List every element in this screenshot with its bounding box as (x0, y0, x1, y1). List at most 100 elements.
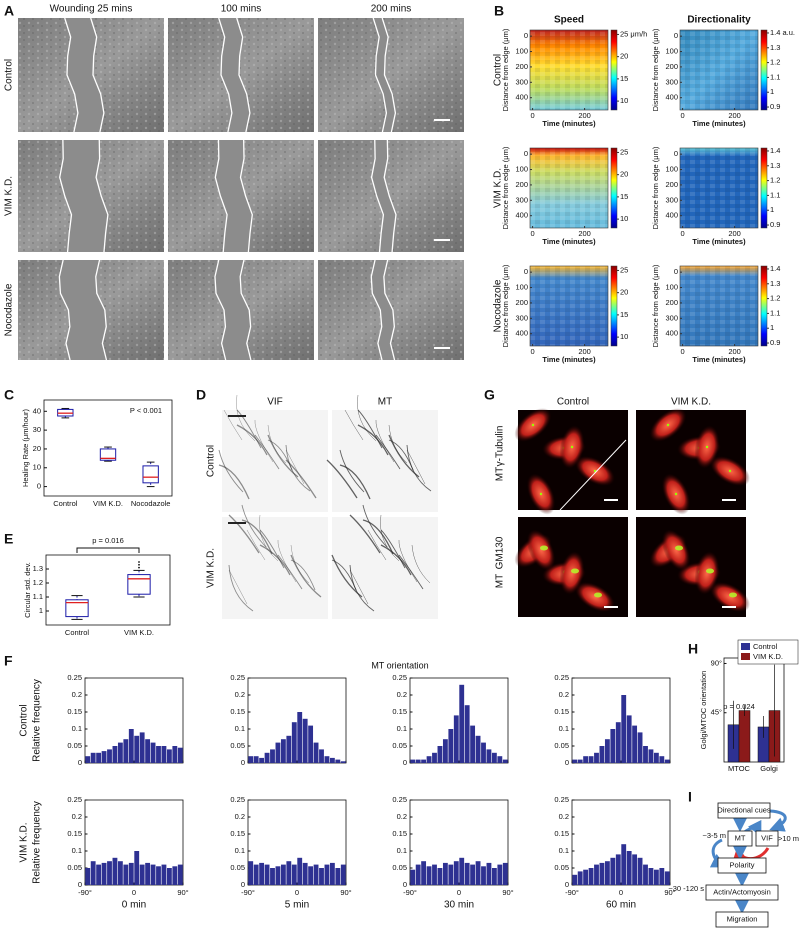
x-tick-label: Golgi (760, 764, 778, 773)
node-box (755, 830, 779, 847)
axis-label: Distance from edge (μm) (501, 264, 510, 347)
filament (339, 449, 365, 493)
time-annotation: ~30 -120 s (668, 884, 704, 893)
bar (319, 749, 324, 763)
bar (145, 862, 151, 885)
x-tick-label: VIM K.D. (124, 628, 154, 637)
y-tick-label: 0.05 (230, 863, 245, 872)
colorbar-label: 1 (770, 205, 774, 214)
bar (664, 871, 670, 885)
bar (599, 746, 605, 763)
bar (643, 746, 648, 763)
y-tick-label: 300 (515, 195, 528, 204)
axis-label: Relative frequency (32, 801, 43, 884)
filament (331, 559, 357, 591)
x-tick-label: -90° (565, 888, 579, 897)
bar (139, 864, 145, 885)
bar (464, 862, 470, 885)
bar (291, 722, 297, 763)
y-tick-label: 300 (665, 77, 678, 86)
filament (241, 519, 273, 555)
y-tick-label: 0 (524, 267, 528, 276)
node-label: Migration (727, 914, 758, 923)
y-tick-label: 45° (711, 708, 722, 717)
plot-frame (247, 677, 347, 764)
x-tick-label: 200 (578, 111, 591, 120)
wound-gap (215, 140, 253, 252)
wound-edge (381, 17, 397, 133)
x-tick-label: Control (53, 499, 78, 508)
time-label: 60 min (606, 900, 636, 911)
bar (139, 732, 145, 763)
wound-edge (95, 139, 109, 253)
filament (380, 544, 412, 576)
node-box (727, 830, 753, 847)
bar (308, 866, 314, 885)
box (127, 574, 151, 595)
colorbar-label: 0.9 (770, 102, 780, 111)
x-tick-label: Nocodazole (131, 499, 171, 508)
filament (388, 439, 414, 471)
bar (90, 861, 96, 885)
bar (96, 864, 102, 885)
y-tick-label: 0.2 (72, 812, 82, 821)
filament (411, 544, 431, 584)
bar (123, 739, 129, 763)
colorbar-label: 1.2 (770, 176, 780, 185)
wound-edge (214, 259, 227, 361)
axis-label: Healing Rate (μm/hour) (21, 408, 30, 487)
filament (228, 564, 254, 612)
x-tick-label: 0 (531, 229, 535, 238)
node-label: Polarity (729, 860, 754, 869)
panel-label: E (4, 531, 13, 547)
y-tick-label: 200 (515, 180, 528, 189)
bar (313, 864, 319, 885)
time-label: 0 min (122, 900, 146, 911)
y-tick-label: 0 (241, 758, 245, 767)
filament (241, 504, 267, 548)
bar (497, 864, 503, 885)
legend-label: VIM K.D. (753, 652, 783, 661)
column-header: 100 mins (221, 4, 262, 15)
bar (648, 749, 654, 763)
panel-label: F (4, 653, 13, 669)
y-tick-label: 400 (515, 329, 528, 338)
mtoc (531, 423, 535, 427)
bar (615, 854, 621, 885)
bar (101, 751, 107, 763)
axis-label: Time (minutes) (692, 237, 746, 246)
row-label-red: MT (495, 467, 506, 481)
axis-label: Time (minutes) (542, 119, 596, 128)
colorbar-label: 15 (620, 310, 628, 319)
colorbar-label: 20 (620, 288, 628, 297)
y-tick-label: 200 (515, 298, 528, 307)
bar (470, 864, 476, 885)
axis-label: Time (minutes) (542, 355, 596, 364)
column-header: Speed (554, 15, 584, 26)
colorbar-label: 1.3 (770, 279, 780, 288)
colorbar-label: 1.2 (770, 58, 780, 67)
bar (270, 868, 275, 885)
y-tick-label: 0.05 (554, 741, 569, 750)
filament (218, 449, 244, 493)
axis-label: Relative frequency (32, 679, 43, 762)
x-tick-label: 0 (681, 229, 685, 238)
golgi (571, 568, 579, 574)
x-tick-label: 0 (681, 347, 685, 356)
legend-swatch (741, 643, 750, 650)
plot-frame (45, 554, 171, 626)
legend-swatch (741, 653, 750, 660)
colorbar-label: 1.1 (770, 72, 780, 81)
row-label-green: γ-Tubulin (495, 426, 506, 467)
bar (481, 866, 486, 885)
row-label: Nocodazole (493, 279, 504, 332)
bar (123, 864, 129, 885)
y-tick-label: 0 (403, 880, 407, 889)
filament (259, 514, 279, 562)
bar (415, 864, 421, 885)
bar (410, 869, 416, 885)
panel-label: G (484, 387, 495, 403)
bar (502, 759, 508, 763)
column-header: Wounding 25 mins (50, 4, 133, 15)
plot-frame (409, 677, 509, 764)
